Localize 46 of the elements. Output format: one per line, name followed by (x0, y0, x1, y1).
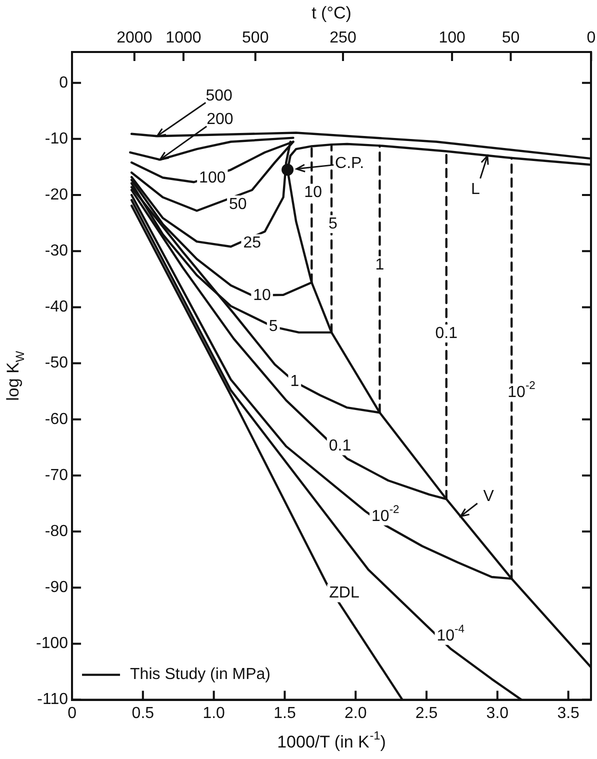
annotation: 10 (253, 286, 272, 304)
annotation: L (471, 181, 480, 198)
text: 1000 (166, 29, 202, 46)
annotation: 0.1 (435, 324, 458, 342)
x-tick-label: 2.0 (344, 704, 367, 722)
y-tick-label: -100 (36, 635, 68, 652)
annotation: 50 (229, 196, 247, 213)
text: 250 (330, 29, 356, 46)
annotation: 25 (243, 234, 262, 252)
text: 0 (586, 29, 596, 46)
y-tick-label: -30 (44, 242, 68, 260)
text: 2000 (116, 29, 152, 46)
y-tick-label: -80 (44, 522, 68, 540)
annotation: V (483, 488, 494, 505)
annotation: 5 (328, 216, 338, 233)
annotation: 500 (206, 88, 233, 105)
y-tick-label: -60 (44, 410, 68, 428)
text: 50 (502, 29, 520, 46)
x-tick-label: 1.5 (274, 704, 296, 722)
y-axis-title: log KW (4, 350, 28, 401)
annotation: 0.1 (328, 438, 352, 455)
annotation: C.P. (335, 155, 364, 172)
y-tick-label: -110 (37, 691, 68, 708)
y-tick-label: -70 (44, 466, 68, 484)
y-tick-label: 0 (59, 74, 68, 92)
annotation: 100 (199, 170, 226, 187)
annotation: 10 (304, 184, 322, 202)
x2-axis-title: t (°C) (312, 4, 352, 23)
text: 100 (438, 29, 466, 46)
y-tick-label: -20 (44, 186, 68, 204)
annotation: 1 (375, 256, 384, 274)
y-tick-label: -50 (44, 354, 68, 372)
x-tick-label: 3.0 (486, 704, 509, 722)
y-tick-label: -90 (44, 579, 68, 596)
x-tick-label: 3.5 (557, 704, 580, 722)
text: 500 (242, 29, 269, 46)
y-tick-label: -40 (44, 298, 68, 316)
annotation: ZDL (329, 584, 360, 602)
x-tick-label: 1.0 (202, 704, 226, 722)
annotation: 5 (268, 318, 278, 336)
annotation: 1 (290, 373, 300, 390)
x-tick-label: 2.5 (415, 704, 438, 722)
annotation: 200 (206, 111, 234, 128)
y-tick-label: -10 (44, 130, 68, 148)
legend-label: This Study (in MPa) (130, 666, 271, 684)
x-tick-label: 0.5 (132, 704, 154, 722)
